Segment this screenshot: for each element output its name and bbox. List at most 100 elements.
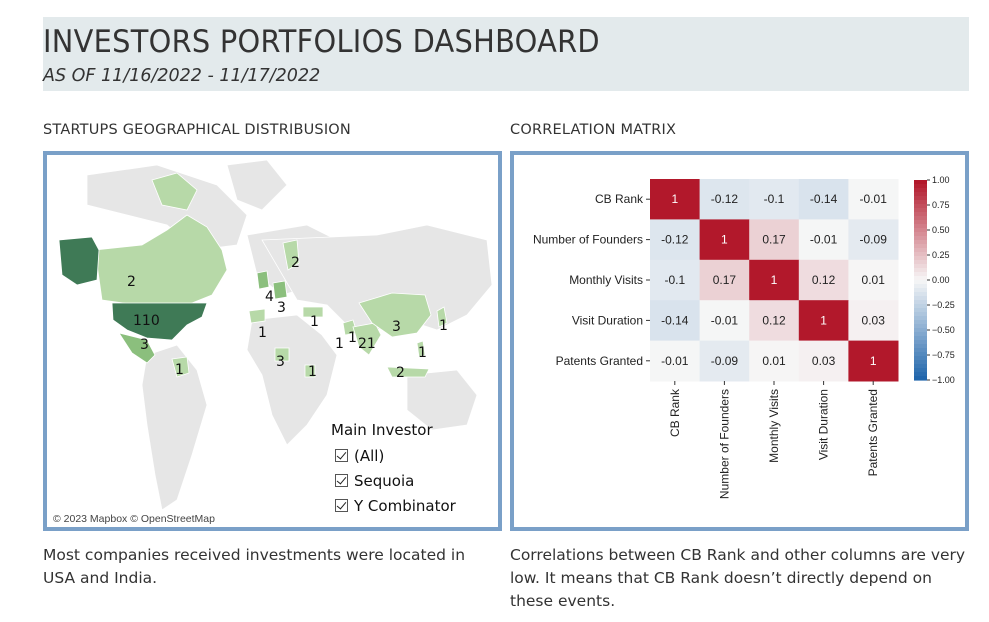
heatmap-cell-value: 1 (870, 354, 877, 368)
map-label-colombia: 1 (175, 362, 184, 378)
heatmap-cell (650, 179, 701, 220)
uk-region (256, 270, 270, 290)
heatmap-cell-value: -0.1 (664, 273, 685, 287)
colorbar-segment (914, 200, 927, 205)
india-region (352, 322, 382, 356)
y-tick-label: Visit Duration (572, 313, 643, 327)
indonesia-region (386, 366, 430, 378)
colorbar-tick-label: −1.00 (932, 375, 955, 385)
map-label-germany: 3 (277, 300, 286, 316)
heatmap-cell-value: 0.01 (762, 354, 786, 368)
heatmap-cell (798, 300, 849, 342)
x-tick-label: Patents Granted (866, 389, 880, 476)
y-tick-label: Monthly Visits (569, 273, 643, 287)
filter-option-ycombinator[interactable]: Y Combinator (331, 493, 456, 518)
filter-option-all[interactable]: (All) (331, 443, 456, 468)
map-attribution[interactable]: © 2023 Mapbox © OpenStreetMap (53, 513, 215, 525)
colorbar-segment (914, 332, 927, 337)
corr-caption: Correlations between CB Rank and other c… (510, 546, 966, 610)
germany-region (272, 280, 288, 300)
colorbar-segment (914, 212, 927, 217)
colorbar-segment (914, 216, 927, 221)
heatmap-cell (749, 259, 800, 301)
heatmap-cell-value: -0.01 (661, 354, 689, 368)
colorbar-segment (914, 316, 927, 321)
colorbar-tick-label: −0.50 (932, 325, 955, 335)
map-label-india: 21 (358, 336, 376, 352)
filter-label-ycombinator: Y Combinator (354, 496, 456, 515)
filter-option-sequoia[interactable]: Sequoia (331, 468, 456, 493)
colorbar-segment (914, 240, 927, 245)
colorbar-segment (914, 300, 927, 305)
heatmap-cell (650, 259, 701, 301)
map-panel[interactable]: 2 110 3 1 2 4 3 1 1 3 1 1 1 21 3 1 1 2 M… (43, 151, 502, 531)
checkbox-icon[interactable] (335, 499, 348, 512)
colorbar-segment (914, 276, 927, 281)
y-tick-label: Number of Founders (533, 233, 643, 247)
heatmap-cell (749, 300, 800, 342)
heatmap-cell-value: -0.12 (711, 192, 739, 206)
alaska-region (58, 236, 100, 286)
map-caption: Most companies received investments were… (43, 546, 466, 587)
map-label-uk: 4 (265, 289, 274, 305)
correlation-heatmap: 1 -0.12 -0.1 -0.14 -0.01 -0.12 1 0.17 -0.01 -0.09… (533, 175, 955, 499)
colorbar-segment (914, 280, 927, 285)
heatmap-cell (699, 259, 750, 301)
heatmap-cell (749, 179, 800, 220)
colorbar-tick-label: 0.00 (932, 275, 950, 285)
colorbar-segment (914, 208, 927, 213)
heatmap-cell (650, 340, 701, 382)
colorbar-segment (914, 360, 927, 365)
map-label-uae: 1 (335, 336, 344, 352)
turkey-region (302, 306, 324, 318)
colorbar-segment (914, 268, 927, 273)
colorbar-segment (914, 344, 927, 349)
colorbar-segment (914, 224, 927, 229)
colorbar-segment (914, 196, 927, 201)
heatmap-cell (699, 340, 750, 382)
map-label-china: 3 (392, 319, 401, 335)
heatmap-cell (848, 179, 899, 220)
colorbar-segment (914, 296, 927, 301)
map-label-nigeria: 3 (276, 354, 285, 370)
colorbar-segment (914, 352, 927, 357)
colorbar-segment (914, 220, 927, 225)
colorbar-segment (914, 252, 927, 257)
heatmap-cell-value: 0.17 (713, 273, 737, 287)
colorbar-segment (914, 348, 927, 353)
colorbar-segment (914, 248, 927, 253)
map-section-title: STARTUPS GEOGRAPHICAL DISTRIBUSION (43, 122, 351, 138)
mexico-region (118, 332, 156, 364)
heatmap-cell (848, 219, 899, 261)
filter-label-sequoia: Sequoia (354, 471, 415, 490)
y-tick-label: CB Rank (595, 192, 644, 206)
y-tick-label: Patents Granted (556, 354, 643, 368)
heatmap-cell (798, 340, 849, 382)
colorbar-segment (914, 264, 927, 269)
colorbar-segment (914, 184, 927, 189)
legend-title: Main Investor (331, 421, 433, 439)
map-label-spain: 1 (258, 325, 267, 341)
heatmap-cell (699, 179, 750, 220)
heatmap-cell (798, 219, 849, 261)
checkbox-icon[interactable] (335, 449, 348, 462)
colorbar-segment (914, 340, 927, 345)
canada-region (94, 172, 228, 306)
colorbar-segment (914, 324, 927, 329)
colorbar-segment (914, 228, 927, 233)
colorbar-segment (914, 232, 927, 237)
finland-region (282, 239, 300, 271)
map-label-kenya: 1 (308, 364, 317, 380)
colorbar-segment (914, 308, 927, 313)
colombia-region (171, 356, 190, 378)
heatmap-cell-value: -0.12 (661, 233, 689, 247)
heatmap-cell (848, 340, 899, 382)
heatmap-cell (699, 219, 750, 261)
heatmap-cell-value: -0.09 (711, 354, 739, 368)
colorbar-tick-label: 1.00 (932, 175, 950, 185)
colorbar-segment (914, 236, 927, 241)
heatmap-cell-value: -0.14 (810, 192, 838, 206)
checkbox-icon[interactable] (335, 474, 348, 487)
x-tick-label: Visit Duration (817, 389, 831, 460)
world-map[interactable]: 2 110 3 1 2 4 3 1 1 3 1 1 1 21 3 1 1 2 (47, 155, 498, 527)
